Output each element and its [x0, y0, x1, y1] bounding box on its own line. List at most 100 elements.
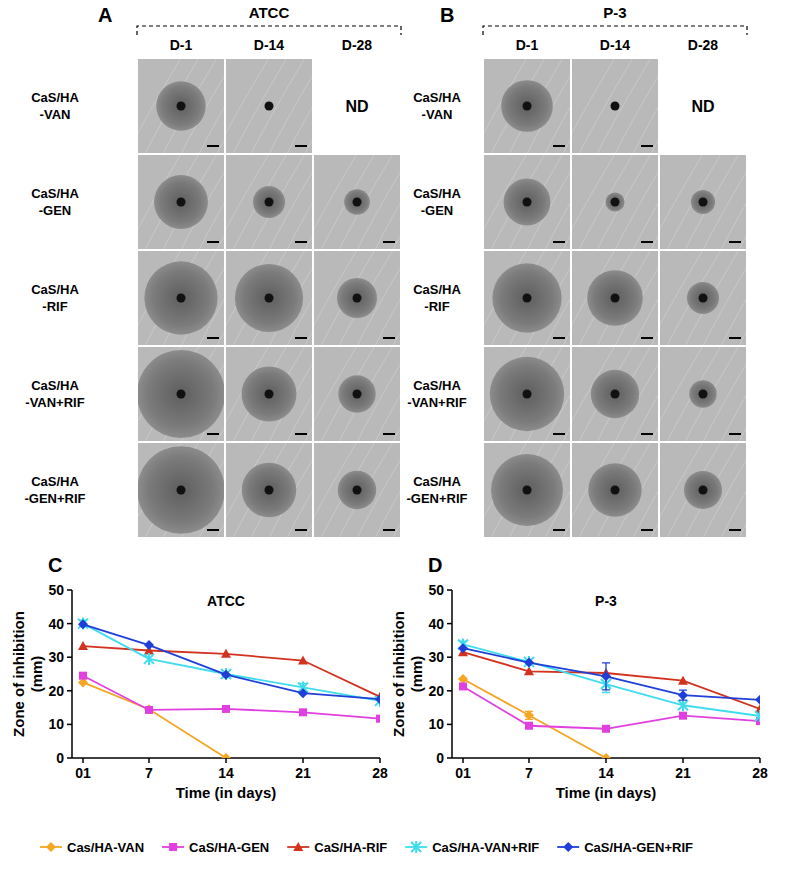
streak — [739, 251, 746, 345]
streak — [217, 155, 224, 249]
marker — [375, 694, 380, 704]
marker — [524, 656, 534, 668]
marker — [524, 658, 534, 668]
streak — [233, 59, 293, 153]
inhibition-zone — [490, 357, 564, 431]
streak — [660, 347, 709, 441]
y-tick — [67, 757, 72, 759]
agar — [314, 251, 400, 345]
cell-content — [572, 251, 658, 345]
marker — [459, 682, 467, 690]
streak — [721, 155, 746, 249]
streak — [287, 59, 312, 153]
row-label-line: CaS/HA — [413, 282, 461, 297]
series-line — [83, 624, 380, 699]
y-tick-label: 10 — [428, 716, 444, 732]
row-label-line: -GEN+RIF — [24, 491, 85, 506]
scale-bar — [553, 433, 565, 435]
cell-content — [138, 347, 224, 441]
nd-label: ND — [691, 98, 714, 115]
disc — [177, 198, 186, 207]
row-label-line: -RIF — [42, 299, 67, 314]
series-line — [83, 624, 380, 701]
row-label: CaS/HA-GEN+RIF — [24, 474, 85, 506]
streak — [739, 347, 746, 441]
streak — [667, 347, 727, 441]
marker — [79, 672, 87, 680]
agar — [572, 251, 658, 345]
marker — [144, 640, 154, 650]
streak — [597, 59, 657, 153]
scale-bar — [383, 337, 395, 339]
disc — [265, 390, 274, 399]
streak — [651, 443, 658, 537]
x-tick-label: 14 — [218, 765, 234, 781]
disc — [523, 198, 532, 207]
series-line — [463, 644, 760, 716]
streak — [739, 443, 746, 537]
streak — [667, 155, 727, 249]
disc — [177, 486, 186, 495]
streak — [226, 155, 275, 249]
cell-content — [484, 443, 570, 537]
scale-bar — [207, 433, 219, 435]
y-tick-label: 40 — [48, 616, 64, 632]
column-label: D-14 — [600, 37, 631, 53]
streak — [651, 155, 658, 249]
legend-label: CaS/HA-VAN+RIF — [432, 840, 539, 855]
cell-content — [484, 155, 570, 249]
y-tick-label: 40 — [428, 616, 444, 632]
cell-content — [572, 347, 658, 441]
plate-cell — [649, 432, 796, 538]
inhibition-zone — [691, 190, 715, 214]
cell-content — [226, 251, 312, 345]
x-tick-label: 01 — [75, 765, 91, 781]
scale-bar — [729, 529, 741, 531]
x-tick — [682, 758, 684, 763]
streak — [393, 251, 400, 345]
y-tick — [447, 757, 452, 759]
row-label-line: -RIF — [424, 299, 449, 314]
streak — [615, 59, 658, 153]
marker — [222, 705, 230, 713]
streak — [651, 347, 658, 441]
streak — [321, 155, 381, 249]
column-label: D-1 — [516, 37, 539, 53]
streak — [305, 251, 312, 345]
agar — [138, 443, 224, 537]
scale-bar — [383, 433, 395, 435]
x-tick — [759, 758, 761, 763]
inhibition-zone — [154, 175, 208, 229]
x-tick — [605, 758, 607, 763]
scale-bar — [641, 241, 653, 243]
disc — [265, 102, 274, 111]
streak — [226, 59, 275, 153]
cell-content — [572, 59, 658, 153]
nd-label: ND — [345, 98, 368, 115]
agar — [484, 443, 570, 537]
y-tick-label: 10 — [48, 716, 64, 732]
marker — [221, 670, 231, 680]
streak — [233, 155, 293, 249]
streak — [579, 347, 639, 441]
x-axis-label: Time (in days) — [176, 784, 277, 801]
marker — [525, 722, 533, 730]
marker — [78, 641, 88, 650]
scale-bar — [295, 433, 307, 435]
agar — [226, 443, 312, 537]
column-label: D-1 — [170, 37, 193, 53]
streak — [287, 155, 312, 249]
streak — [321, 443, 381, 537]
streak — [375, 251, 400, 345]
disc — [265, 294, 274, 303]
row-label-line: CaS/HA — [31, 378, 79, 393]
streak — [660, 155, 709, 249]
y-tick — [67, 589, 72, 591]
plate-panel: AATCCD-1D-14D-28CaS/HA-VANNDCaS/HA-GENCa… — [24, 4, 453, 538]
scale-bar — [295, 145, 307, 147]
x-tick — [528, 758, 530, 763]
agar — [314, 155, 400, 249]
cell-content — [138, 251, 224, 345]
streak — [667, 443, 727, 537]
streak — [305, 59, 312, 153]
